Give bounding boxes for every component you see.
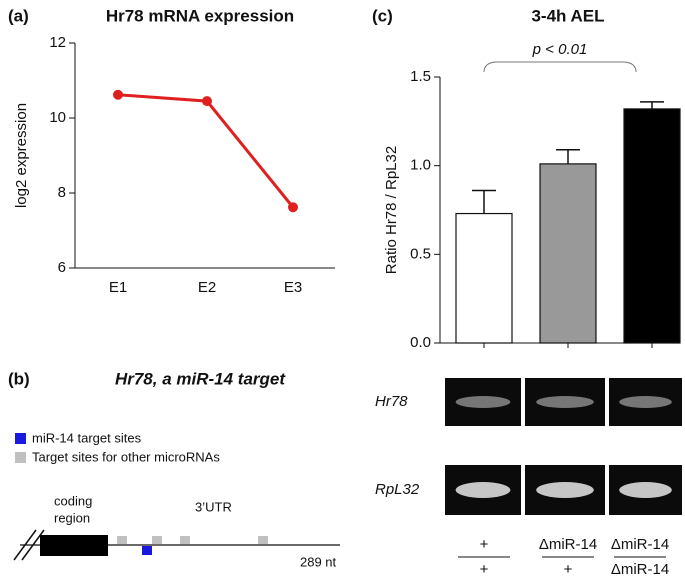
y-tick-label: 10: [49, 109, 66, 126]
gel-row-label: RpL32: [375, 481, 420, 498]
site-other: [258, 536, 268, 544]
x-tick-label: E2: [198, 279, 216, 296]
y-axis-label: Ratio Hr78 / RpL32: [383, 146, 400, 274]
chart-title: 3-4h AEL: [531, 6, 604, 25]
gel-row-label: Hr78: [375, 393, 408, 410]
legend-swatch: [15, 452, 26, 463]
y-tick-label: 0.0: [410, 334, 431, 351]
gel-band: [536, 482, 594, 498]
chart-title: Hr78 mRNA expression: [106, 6, 294, 25]
site-other: [117, 536, 127, 544]
site-other: [180, 536, 190, 544]
genotype-top: ΔmiR-14: [611, 536, 669, 553]
y-tick-label: 6: [58, 259, 66, 276]
data-point: [288, 202, 298, 213]
site-other: [152, 536, 162, 544]
genotype-bottom: ΔmiR-14: [611, 561, 669, 578]
x-tick-label: E3: [284, 279, 302, 296]
data-point: [113, 89, 123, 100]
legend-swatch: [15, 433, 26, 444]
panel-label: (c): [372, 6, 393, 25]
diagram-title: Hr78, a miR-14 target: [115, 369, 286, 388]
annotation: p < 0.01: [532, 41, 588, 58]
region-label: region: [54, 510, 90, 525]
region-label: coding: [54, 493, 92, 508]
gel-band: [619, 482, 672, 498]
gel-band: [455, 396, 511, 408]
panel-label: (b): [8, 369, 30, 388]
x-tick-label: E1: [109, 279, 127, 296]
bar: [623, 108, 681, 344]
genotype-top: +: [480, 536, 489, 553]
gel-band: [455, 482, 511, 498]
length-label: 289 nt: [300, 554, 337, 569]
bar: [539, 163, 597, 344]
site-mir14: [142, 546, 152, 555]
y-tick-label: 0.5: [410, 245, 431, 262]
genotype-top: ΔmiR-14: [539, 536, 597, 553]
legend-label: miR-14 target sites: [32, 430, 142, 445]
region-label: 3’UTR: [195, 499, 232, 514]
break-mark: [21, 529, 45, 561]
coding-region: [40, 535, 108, 556]
y-tick-label: 1.5: [410, 68, 431, 85]
y-tick-label: 8: [58, 184, 66, 201]
bar: [455, 212, 513, 344]
y-tick-label: 1.0: [410, 157, 431, 174]
data-point: [202, 96, 212, 107]
panel-label: (a): [8, 6, 29, 25]
genotype-bottom: +: [564, 561, 573, 578]
break-mark: [13, 529, 37, 561]
gel-band: [619, 396, 672, 408]
genotype-bottom: +: [480, 561, 489, 578]
y-tick-label: 12: [49, 34, 66, 51]
data-line: [117, 93, 295, 209]
significance-bracket: [483, 61, 637, 73]
y-axis-label: log2 expression: [13, 103, 30, 208]
gel-band: [536, 396, 594, 408]
gel-images: [445, 378, 682, 515]
legend-label: Target sites for other microRNAs: [32, 449, 220, 464]
